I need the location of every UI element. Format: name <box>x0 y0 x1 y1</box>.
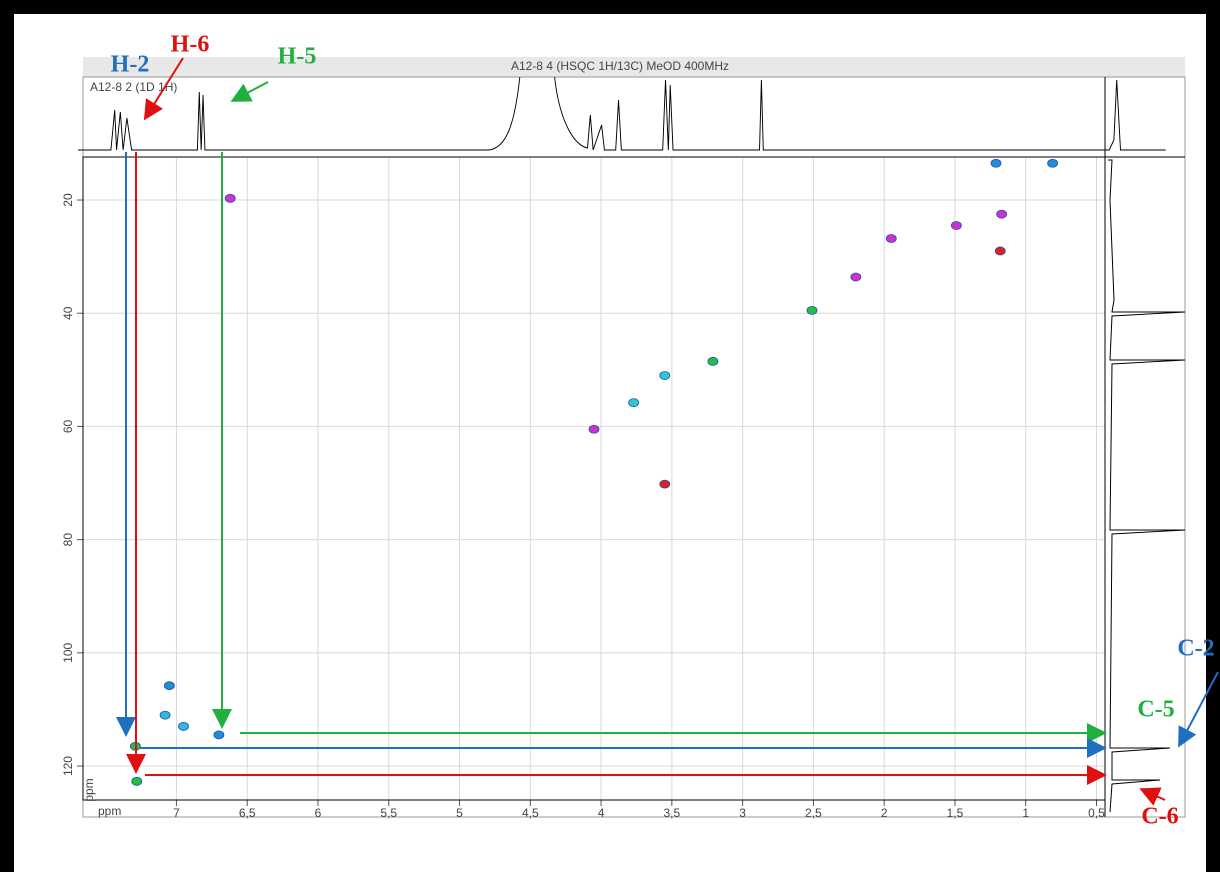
y-axis-label: ppm <box>82 778 96 801</box>
cross-peak <box>806 305 818 315</box>
annotation: H-2 <box>111 52 150 78</box>
x-tick-label: 1 <box>1022 806 1029 820</box>
cross-peak <box>159 710 171 720</box>
x-tick-label: 4,5 <box>522 806 539 820</box>
cross-peak <box>994 246 1006 256</box>
arrow <box>1178 671 1219 748</box>
cross-peak <box>163 681 175 691</box>
cross-peak <box>224 193 236 203</box>
y-tick-label: 60 <box>61 419 75 433</box>
x-tick-label: 5 <box>456 806 463 820</box>
plot-border <box>82 156 1106 801</box>
cross-peak <box>990 158 1002 168</box>
side-trace <box>1108 159 1186 813</box>
x-tick-label: 3,5 <box>664 806 681 820</box>
x-tick-label: 0,5 <box>1088 806 1105 820</box>
x-tick-label: 4 <box>598 806 605 820</box>
annotation: C-6 <box>1141 804 1178 830</box>
x-tick-label: 2,5 <box>805 806 822 820</box>
arrow <box>230 81 269 102</box>
x-tick-label: 6,5 <box>239 806 256 820</box>
annotation: H-5 <box>278 44 317 70</box>
cross-peak <box>131 776 143 786</box>
outer-box <box>82 76 1186 818</box>
y-tick-label: 100 <box>61 643 75 663</box>
top-trace <box>78 76 1166 151</box>
y-tick-label: 40 <box>61 306 75 320</box>
cross-peak <box>588 424 600 434</box>
x-tick-label: 1,5 <box>947 806 964 820</box>
annotation: H-6 <box>171 32 210 58</box>
cross-peak <box>850 272 862 282</box>
annotation: C-2 <box>1177 636 1214 662</box>
annotation: C-5 <box>1137 697 1174 723</box>
cross-peak <box>1047 158 1059 168</box>
x-tick-label: 6 <box>315 806 322 820</box>
y-tick-label: 120 <box>61 756 75 776</box>
cross-peak <box>659 479 671 489</box>
top-trace-label: A12-8 2 (1D 1H) <box>90 80 177 94</box>
y-tick-label: 20 <box>61 193 75 207</box>
cross-peak <box>213 730 225 740</box>
arrow <box>143 57 184 121</box>
plot-area: 7 6,5 6 5,5 5 4,5 4 3,5 3 2,5 2 1,5 1 0,5 20 40 60 80 100 1… <box>61 156 1106 820</box>
cross-peak <box>178 722 189 731</box>
y-tick-label: 80 <box>61 533 75 547</box>
x-tick-label: 5,5 <box>380 806 397 820</box>
cross-peak <box>707 356 719 366</box>
cross-peak <box>628 398 640 408</box>
header-bar <box>83 57 1185 77</box>
x-tick-label: 2 <box>881 806 888 820</box>
cross-peak <box>659 371 671 380</box>
cross-peak <box>885 234 897 243</box>
cross-peak <box>996 209 1008 219</box>
x-axis-label: ppm <box>98 804 121 818</box>
x-tick-label: 7 <box>173 806 180 820</box>
arrow <box>1139 787 1166 806</box>
cross-peak <box>950 221 962 230</box>
chart-title: A12-8 4 (HSQC 1H/13C) MeOD 400MHz <box>511 59 729 73</box>
x-tick-label: 3 <box>739 806 746 820</box>
